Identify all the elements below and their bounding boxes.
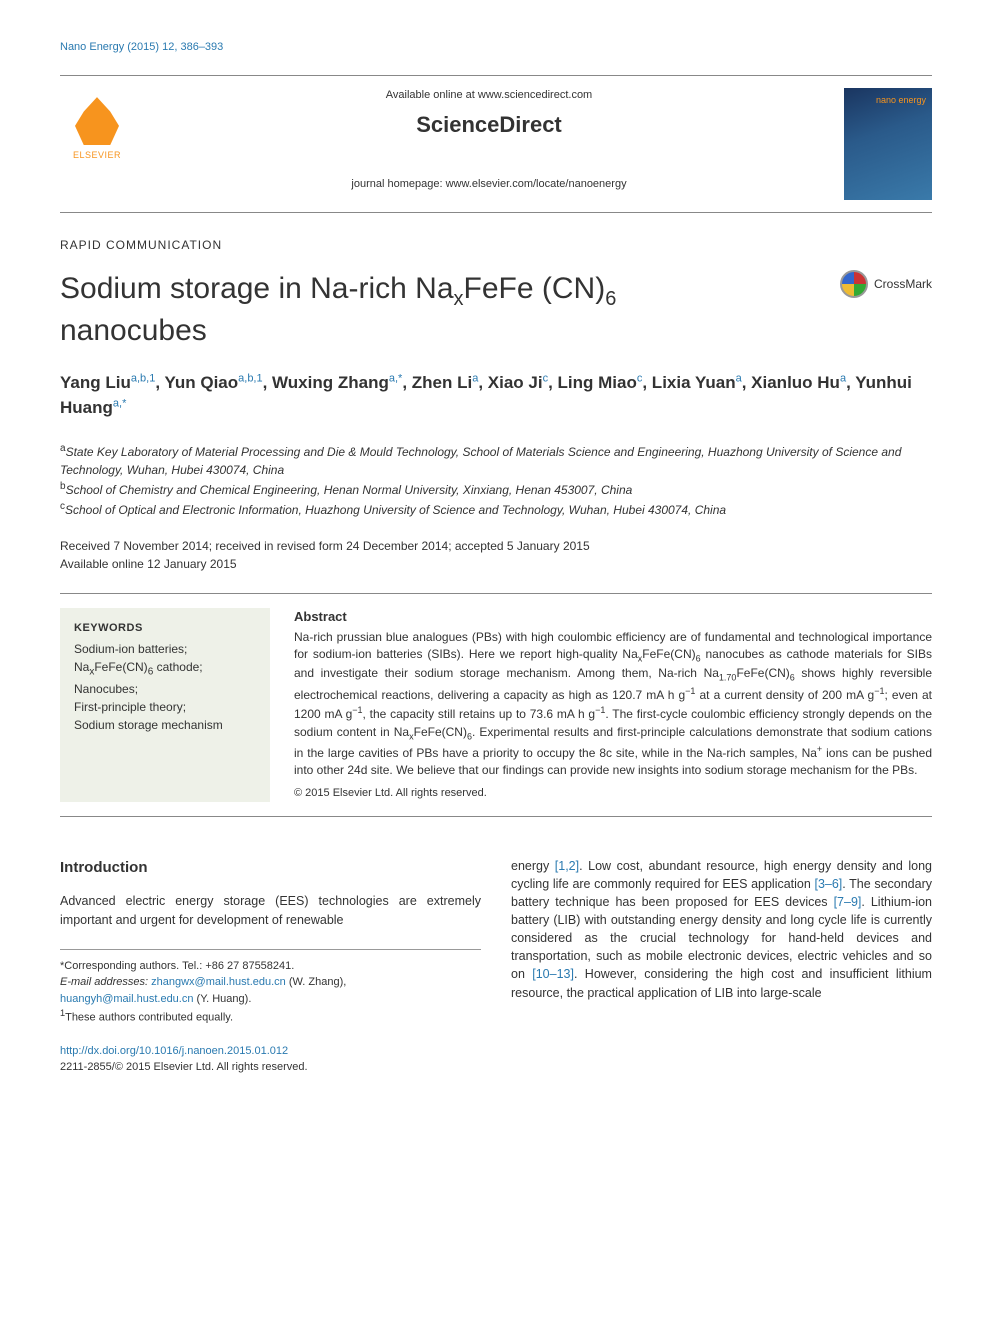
crossmark-icon <box>840 270 868 298</box>
keywords-heading: KEYWORDS <box>74 620 256 637</box>
crossmark-label: CrossMark <box>874 276 932 293</box>
journal-cover-title: nano energy <box>850 94 926 107</box>
keywords-list: Sodium-ion batteries;NaxFeFe(CN)6 cathod… <box>74 640 256 733</box>
received-date: Received 7 November 2014; received in re… <box>60 537 932 555</box>
available-online-text: Available online at www.sciencedirect.co… <box>154 88 824 103</box>
article-title: Sodium storage in Na-rich NaxFeFe (CN)6 … <box>60 270 760 350</box>
authors: Yang Liua,b,1, Yun Qiaoa,b,1, Wuxing Zha… <box>60 370 932 421</box>
journal-cover: nano energy <box>844 88 932 200</box>
abstract-copyright: © 2015 Elsevier Ltd. All rights reserved… <box>294 786 932 802</box>
email-link-2[interactable]: huangyh@mail.hust.edu.cn <box>60 993 193 1005</box>
abstract-block: KEYWORDS Sodium-ion batteries;NaxFeFe(CN… <box>60 593 932 817</box>
intro-paragraph-1: Advanced electric energy storage (EES) t… <box>60 892 481 928</box>
abstract-text: Abstract Na-rich prussian blue analogues… <box>294 608 932 802</box>
column-right: energy [1,2]. Low cost, abundant resourc… <box>511 857 932 1075</box>
elsevier-tree-icon <box>75 97 119 145</box>
doi-link[interactable]: http://dx.doi.org/10.1016/j.nanoen.2015.… <box>60 1044 481 1059</box>
title-row: Sodium storage in Na-rich NaxFeFe (CN)6 … <box>60 270 932 350</box>
affiliation-a: aState Key Laboratory of Material Proces… <box>60 441 932 479</box>
corresponding-note: *Corresponding authors. Tel.: +86 27 875… <box>60 958 481 975</box>
issn-copyright: 2211-2855/© 2015 Elsevier Ltd. All right… <box>60 1060 481 1075</box>
crossmark-badge[interactable]: CrossMark <box>840 270 932 298</box>
abstract-body: Na-rich prussian blue analogues (PBs) wi… <box>294 630 932 778</box>
equal-contribution-note: 1These authors contributed equally. <box>60 1007 481 1026</box>
column-left: Introduction Advanced electric energy st… <box>60 857 481 1075</box>
masthead: ELSEVIER Available online at www.science… <box>60 75 932 213</box>
header-citation: Nano Energy (2015) 12, 386–393 <box>60 40 932 55</box>
affiliation-c: cSchool of Optical and Electronic Inform… <box>60 499 932 519</box>
email-addresses: E-mail addresses: zhangwx@mail.hust.edu.… <box>60 974 481 1007</box>
email-link-1[interactable]: zhangwx@mail.hust.edu.cn <box>151 976 286 988</box>
intro-paragraph-2: energy [1,2]. Low cost, abundant resourc… <box>511 857 932 1002</box>
affiliations: aState Key Laboratory of Material Proces… <box>60 441 932 519</box>
publication-dates: Received 7 November 2014; received in re… <box>60 537 932 573</box>
affiliation-b: bSchool of Chemistry and Chemical Engine… <box>60 479 932 499</box>
sciencedirect-logo: ScienceDirect <box>154 110 824 141</box>
article-type: RAPID COMMUNICATION <box>60 237 932 254</box>
keywords-box: KEYWORDS Sodium-ion batteries;NaxFeFe(CN… <box>60 608 270 802</box>
footer-meta: http://dx.doi.org/10.1016/j.nanoen.2015.… <box>60 1044 481 1075</box>
elsevier-logo: ELSEVIER <box>60 88 134 170</box>
masthead-center: Available online at www.sciencedirect.co… <box>134 88 844 192</box>
footnotes: *Corresponding authors. Tel.: +86 27 875… <box>60 949 481 1027</box>
online-date: Available online 12 January 2015 <box>60 555 932 573</box>
introduction-heading: Introduction <box>60 857 481 879</box>
journal-homepage-text: journal homepage: www.elsevier.com/locat… <box>154 177 824 192</box>
abstract-heading: Abstract <box>294 608 932 627</box>
elsevier-text: ELSEVIER <box>73 149 121 162</box>
body-columns: Introduction Advanced electric energy st… <box>60 857 932 1075</box>
